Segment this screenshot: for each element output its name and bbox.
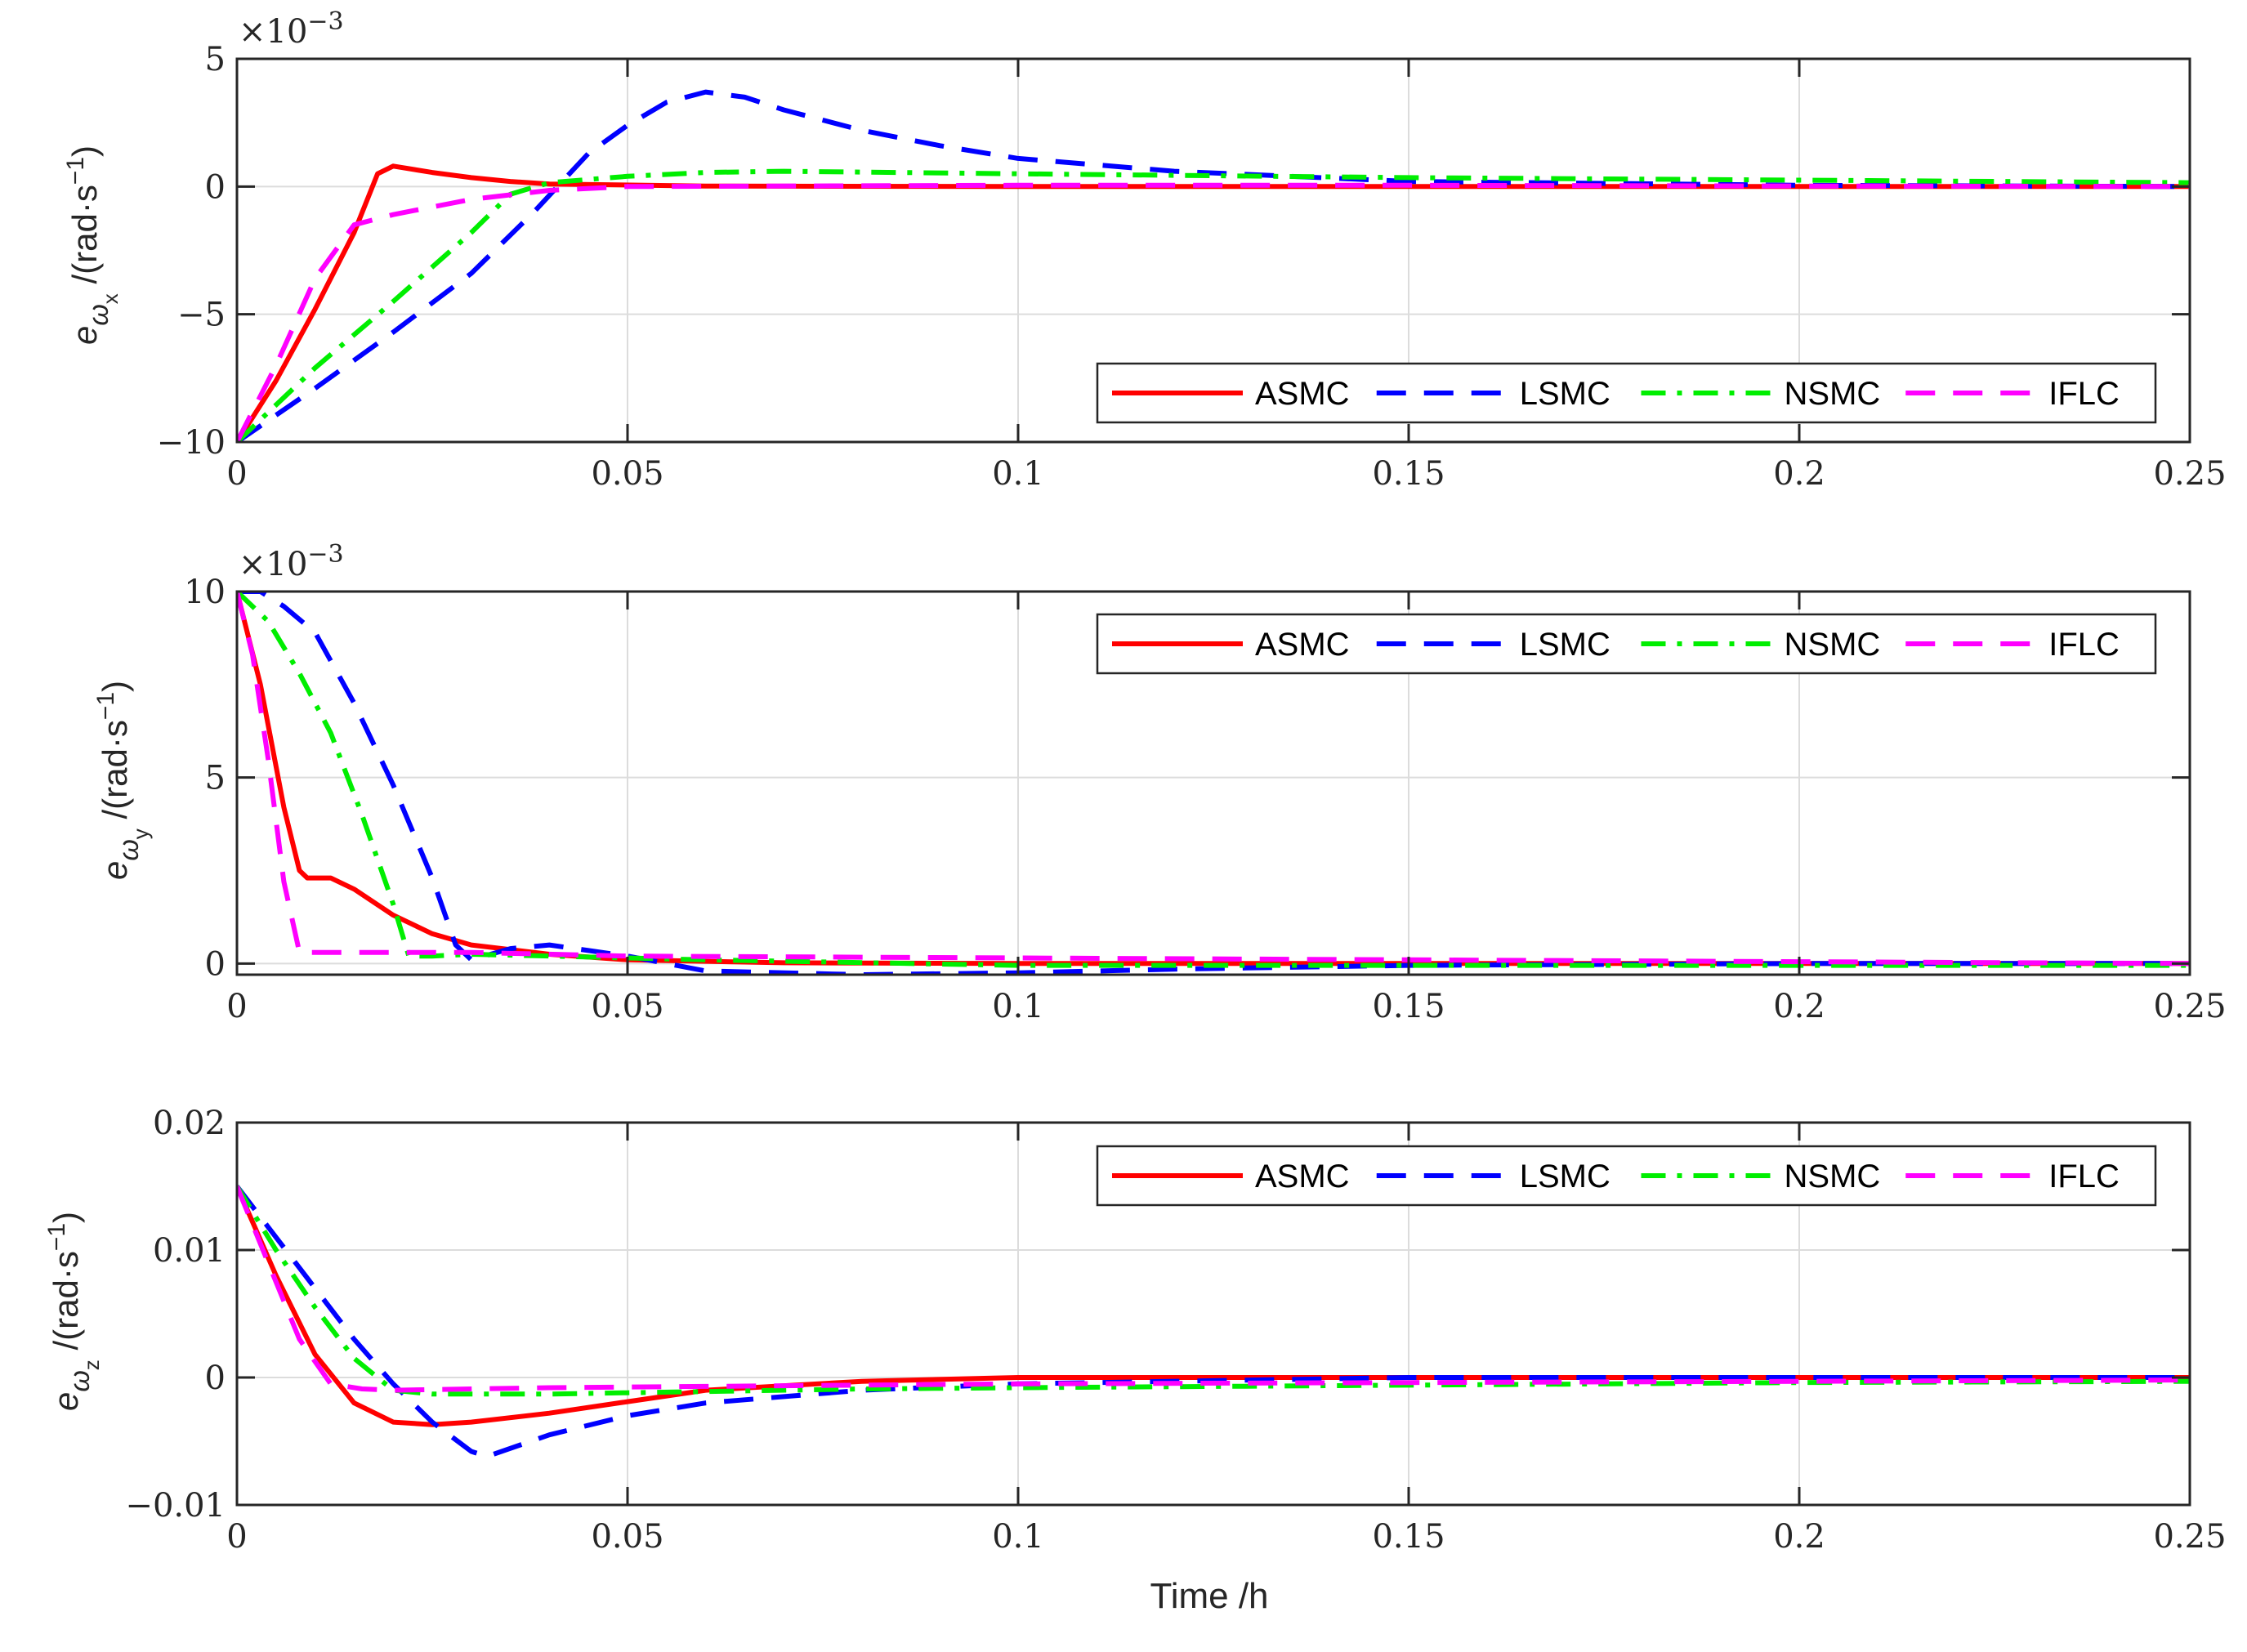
axes-box xyxy=(235,57,2191,444)
axes-box xyxy=(235,1121,2191,1507)
y-tick-label: −5 xyxy=(177,297,226,334)
y-tick-label: −10 xyxy=(157,424,226,462)
series-group xyxy=(237,1185,2190,1459)
series-line-lsmc xyxy=(237,1185,2190,1459)
x-tick-label: 0.15 xyxy=(1372,1518,1445,1556)
y-tick-label: 0 xyxy=(205,1360,226,1397)
x-tick-label: 0.1 xyxy=(992,455,1044,493)
plot-wx: 0 0.05 0.1 0.15 0.2 0.25 −10 −5 0 5 ×10−3 eωx /(rad… xyxy=(62,7,2227,493)
x-tick-label: 0.2 xyxy=(1773,988,1825,1025)
x-tick-label: 0.05 xyxy=(591,988,663,1025)
x-tick-label: 0.2 xyxy=(1773,455,1825,493)
series-line-asmc xyxy=(237,1185,2190,1427)
legend-label-asmc: ASMC xyxy=(1255,627,1350,663)
legend-label-asmc: ASMC xyxy=(1255,376,1350,412)
series-line-lsmc xyxy=(237,592,2190,975)
y-tick-label: 5 xyxy=(205,41,226,78)
y-axis-label: eωy /(rad·s−1) xyxy=(92,681,153,880)
y-tick-label: 0.01 xyxy=(153,1232,226,1270)
series-group xyxy=(237,89,2190,442)
legend-label-iflc: IFLC xyxy=(2048,627,2120,663)
x-tick-label: 0.1 xyxy=(992,988,1044,1025)
series-line-asmc xyxy=(237,163,2190,442)
series-line-lsmc xyxy=(237,89,2190,442)
x-tick-label: 0.25 xyxy=(2153,455,2226,493)
legend-label-nsmc: NSMC xyxy=(1785,376,1881,412)
y-exponent-label: ×10−3 xyxy=(239,540,344,583)
legend-label-asmc: ASMC xyxy=(1255,1159,1350,1194)
x-tick-label: 0.15 xyxy=(1372,988,1445,1025)
y-tick-label: 10 xyxy=(184,574,226,611)
x-tick-label: 0.25 xyxy=(2153,988,2226,1025)
series-line-nsmc xyxy=(237,1185,2190,1397)
y-exponent-label: ×10−3 xyxy=(239,7,344,51)
series-line-asmc xyxy=(237,592,2190,967)
x-tick-label: 0.1 xyxy=(992,1518,1044,1556)
legend-label-lsmc: LSMC xyxy=(1520,627,1610,663)
x-tick-label: 0 xyxy=(226,1518,247,1556)
plot-wy: 0 0.05 0.1 0.15 0.2 0.25 0 5 10 ×10−3 eωy /(rad·s−… xyxy=(92,540,2227,1025)
y-axis-label: eωz /(rad·s−1) xyxy=(43,1212,104,1411)
legend-label-nsmc: NSMC xyxy=(1785,1159,1881,1194)
legend-label-lsmc: LSMC xyxy=(1520,1159,1610,1194)
series-line-nsmc xyxy=(237,168,2190,442)
x-tick-label: 0.05 xyxy=(591,1518,663,1556)
y-tick-label: 0 xyxy=(205,945,226,983)
series-line-iflc xyxy=(237,1185,2190,1393)
x-tick-label: 0 xyxy=(226,455,247,493)
legend-label-lsmc: LSMC xyxy=(1520,376,1610,412)
y-tick-label: 0 xyxy=(205,168,226,206)
legend: ASMC LSMC NSMC IFLC xyxy=(1096,1145,2157,1207)
legend: ASMC LSMC NSMC IFLC xyxy=(1096,613,2157,675)
x-axis-label: Time /h xyxy=(1150,1576,1268,1616)
x-tick-label: 0.2 xyxy=(1773,1518,1825,1556)
legend-label-iflc: IFLC xyxy=(2048,376,2120,412)
x-tick-label: 0.25 xyxy=(2153,1518,2226,1556)
y-tick-label: 0.02 xyxy=(153,1105,226,1142)
legend-label-nsmc: NSMC xyxy=(1785,627,1881,663)
axes-box xyxy=(235,590,2191,976)
x-tick-label: 0 xyxy=(226,988,247,1025)
legend: ASMC LSMC NSMC IFLC xyxy=(1096,362,2157,424)
series-line-iflc xyxy=(237,182,2190,442)
x-tick-label: 0.05 xyxy=(591,455,663,493)
series-line-nsmc xyxy=(237,592,2190,968)
y-tick-label: −0.01 xyxy=(125,1487,226,1525)
y-tick-label: 5 xyxy=(205,760,226,797)
legend-label-iflc: IFLC xyxy=(2048,1159,2120,1194)
x-tick-label: 0.15 xyxy=(1372,455,1445,493)
y-axis-label: eωx /(rad·s−1) xyxy=(62,145,123,345)
